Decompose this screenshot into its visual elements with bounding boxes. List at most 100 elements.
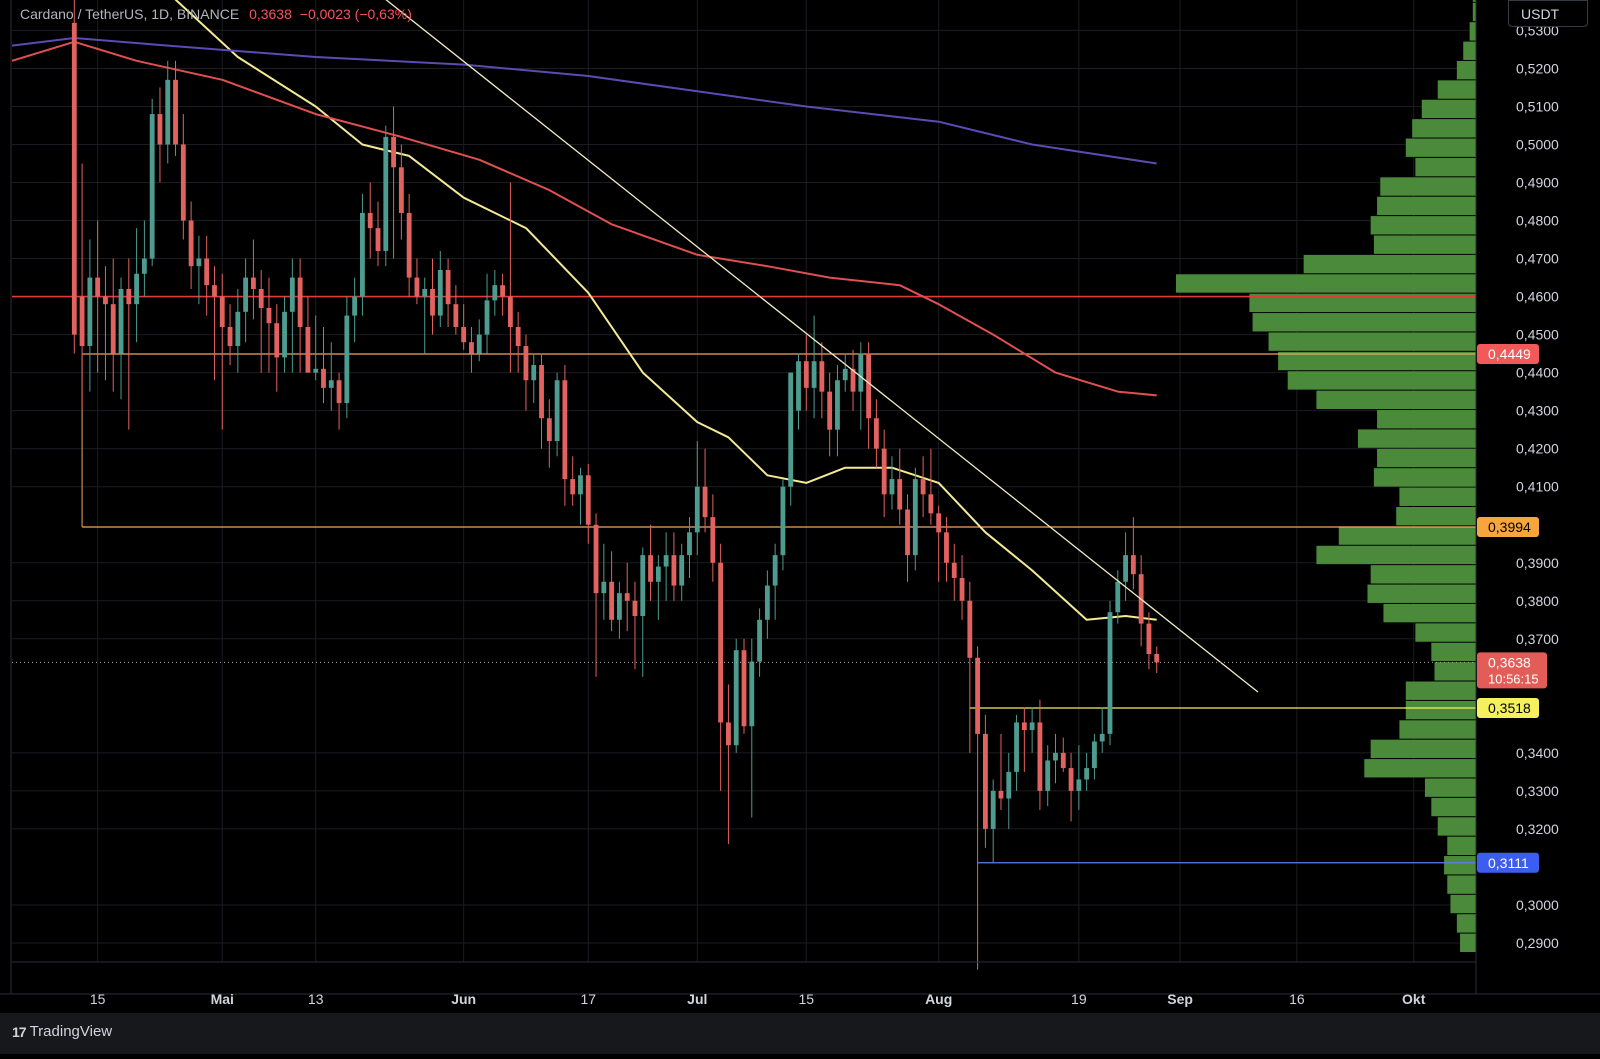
volume-profile-bar-43 <box>1421 99 1476 119</box>
moving-average-0 <box>174 0 1157 621</box>
price-change-text: −0,0023 (−0,63%) <box>299 6 412 22</box>
candle-body-123 <box>1029 722 1035 731</box>
price-tick-label-2: 0,5100 <box>1516 98 1559 114</box>
price-tick-label-7: 0,4600 <box>1516 289 1559 305</box>
level-label-3: 0,3518 <box>1488 700 1531 716</box>
tradingview-logo[interactable]: 17 TradingView <box>12 1023 112 1040</box>
candle-body-54 <box>492 285 498 301</box>
candle-body-63 <box>562 380 568 480</box>
price-tick-label-9: 0,4400 <box>1516 365 1559 381</box>
candle-body-139 <box>1154 654 1160 663</box>
candle-body-84 <box>726 722 731 746</box>
candle-body-97 <box>827 391 833 430</box>
candle-body-101 <box>858 353 864 392</box>
horizontal-levels <box>12 295 1476 864</box>
price-tick-label-10: 0,4300 <box>1516 403 1559 419</box>
candle-body-29 <box>297 277 303 328</box>
candle-body-130 <box>1084 768 1090 780</box>
candle-body-28 <box>289 277 295 312</box>
candle-body-102 <box>866 353 872 419</box>
volume-profile-bar-46 <box>1463 41 1476 60</box>
candle-body-81 <box>702 486 708 518</box>
candle-body-115 <box>967 600 973 658</box>
candle-body-15 <box>188 220 194 267</box>
candle-body-76 <box>663 555 669 567</box>
volume-profile-bar-9 <box>1364 759 1476 778</box>
volume-profile-bar-45 <box>1456 60 1476 80</box>
candle-body-47 <box>437 269 443 316</box>
volume-profile-bar-17 <box>1383 603 1476 623</box>
candle-body-116 <box>975 657 981 734</box>
volume-profile-bar-8 <box>1424 778 1476 797</box>
time-tick-label-1: Mai <box>211 991 234 1007</box>
candle-body-27 <box>282 311 287 358</box>
volume-profile-bar-3 <box>1447 875 1476 894</box>
candle-body-16 <box>196 258 202 267</box>
price-tick-label-20: 0,2900 <box>1516 935 1559 951</box>
volume-profile-bar-28 <box>1316 390 1476 410</box>
level-label-1: 0,4449 <box>1488 346 1531 362</box>
price-tick-label-3: 0,5000 <box>1516 136 1559 152</box>
candle-body-107 <box>905 509 910 556</box>
candle-body-40 <box>383 136 389 251</box>
volume-profile-bar-24 <box>1373 468 1476 487</box>
time-tick-label-6: 15 <box>799 991 815 1007</box>
candle-body-132 <box>1099 733 1105 742</box>
currency-button[interactable]: USDT <box>1508 0 1588 27</box>
candle-body-36 <box>352 296 358 316</box>
time-tick-label-9: Sep <box>1167 991 1193 1007</box>
price-axis-background <box>1476 0 1600 1013</box>
candle-body-133 <box>1107 612 1113 734</box>
candle-body-69 <box>609 581 615 620</box>
candle-body-89 <box>764 585 770 620</box>
candle-body-34 <box>336 380 342 404</box>
candle-body-4 <box>103 296 108 305</box>
candle-body-126 <box>1053 752 1058 761</box>
candle-body-22 <box>243 277 249 312</box>
candle-body-88 <box>757 619 762 662</box>
candle-body-35 <box>344 315 350 404</box>
candle-body-135 <box>1123 555 1128 582</box>
candle-body-122 <box>1021 722 1027 731</box>
symbol-header[interactable]: Cardano / TetherUS, 1D, BINANCE 0,3638 −… <box>20 6 412 22</box>
candle-body-51 <box>469 342 474 354</box>
level-label-4: 0,3111 <box>1488 855 1529 871</box>
candle-body-113 <box>951 562 957 578</box>
volume-profile-bar-26 <box>1357 429 1476 448</box>
candle-body-103 <box>873 418 879 449</box>
candle-body-77 <box>671 555 677 586</box>
candle-body-37 <box>360 212 365 297</box>
volume-profile-bar-23 <box>1399 487 1476 506</box>
candle-body-67 <box>593 524 599 594</box>
level-label-bg-3 <box>1477 698 1539 719</box>
volume-profile-bar-31 <box>1268 332 1476 351</box>
time-tick-label-2: 13 <box>308 991 324 1007</box>
candle-body-12 <box>165 79 171 145</box>
volume-profile-bar-27 <box>1377 410 1476 429</box>
candle-body-108 <box>912 479 918 556</box>
candle-body-99 <box>842 368 848 381</box>
candle-body-72 <box>632 600 638 616</box>
price-tick-label-18: 0,3200 <box>1516 821 1559 837</box>
price-tick-label-15: 0,3700 <box>1516 631 1559 647</box>
level-label-bg-4 <box>1477 852 1539 873</box>
volume-profile-bar-16 <box>1415 623 1476 642</box>
candle-body-82 <box>710 517 716 563</box>
candle-body-110 <box>928 494 934 514</box>
candle-body-86 <box>741 650 747 727</box>
volume-profile-bar-40 <box>1415 157 1476 177</box>
volume-profile-bar-41 <box>1405 138 1476 157</box>
candle-body-13 <box>173 79 178 145</box>
candle-body-124 <box>1037 722 1043 791</box>
volume-profile-bar-32 <box>1252 313 1476 332</box>
symbol-title[interactable]: Cardano / TetherUS, 1D, BINANCE <box>20 6 240 22</box>
candle-body-62 <box>554 380 560 442</box>
volume-profile-bar-10 <box>1370 739 1476 759</box>
volume-profile-bar-30 <box>1278 351 1476 371</box>
time-tick-label-11: Okt <box>1402 991 1426 1007</box>
tradingview-logo-icon: 17 <box>12 1023 27 1040</box>
candle-body-1 <box>79 296 85 347</box>
volume-profile-bar-33 <box>1249 293 1476 313</box>
